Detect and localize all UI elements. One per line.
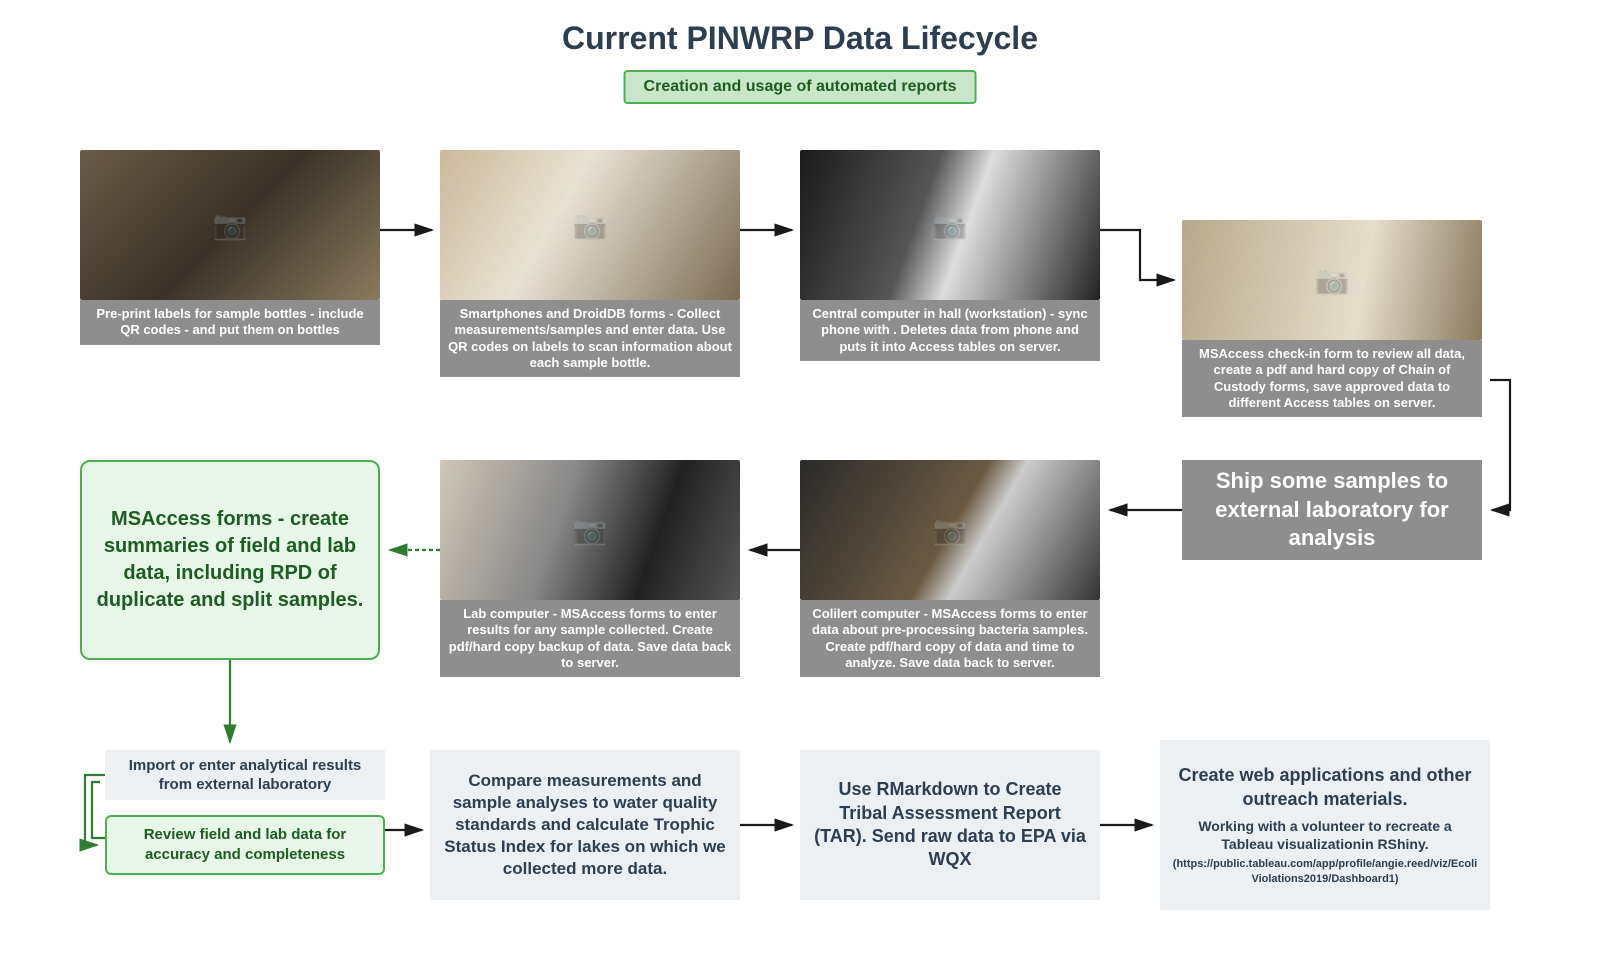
node-web-apps: Create web applications and other outrea… (1160, 740, 1490, 910)
node-msaccess-summaries: MSAccess forms - create summaries of fie… (80, 460, 380, 660)
node-rmarkdown-tar: Use RMarkdown to Create Tribal Assessmen… (800, 750, 1100, 900)
caption-workstation: Central computer in hall (workstation) -… (800, 300, 1100, 361)
caption-checkin: MSAccess check-in form to review all dat… (1182, 340, 1482, 417)
node-colilert: Colilert computer - MSAccess forms to en… (800, 460, 1100, 677)
caption-preprint: Pre-print labels for sample bottles - in… (80, 300, 380, 345)
node-preprint-labels: Pre-print labels for sample bottles - in… (80, 150, 380, 345)
caption-smartphones: Smartphones and DroidDB forms - Collect … (440, 300, 740, 377)
node-import-results: Import or enter analytical results from … (105, 750, 385, 800)
node-smartphones: Smartphones and DroidDB forms - Collect … (440, 150, 740, 377)
photo-workstation (800, 150, 1100, 300)
arrow-a9b (92, 782, 105, 838)
photo-checkin (1182, 220, 1482, 340)
web-sub-text: Working with a volunteer to recreate a T… (1172, 817, 1478, 853)
node-lab-computer: Lab computer - MSAccess forms to enter r… (440, 460, 740, 677)
diagram-subtitle: Creation and usage of automated reports (624, 70, 977, 104)
node-review-accuracy: Review field and lab data for accuracy a… (105, 815, 385, 875)
arrow-a4 (1490, 380, 1510, 510)
diagram-title: Current PINWRP Data Lifecycle (0, 20, 1600, 57)
arrow-a3 (1100, 230, 1174, 280)
caption-colilert: Colilert computer - MSAccess forms to en… (800, 600, 1100, 677)
photo-smartphones (440, 150, 740, 300)
web-main-text: Create web applications and other outrea… (1172, 764, 1478, 811)
node-ship-samples: Ship some samples to external laboratory… (1182, 460, 1482, 560)
node-compare-standards: Compare measurements and sample analyses… (430, 750, 740, 900)
photo-lab (440, 460, 740, 600)
web-url-text: (https://public.tableau.com/app/profile/… (1172, 857, 1478, 886)
photo-colilert (800, 460, 1100, 600)
node-workstation: Central computer in hall (workstation) -… (800, 150, 1100, 361)
arrow-a9 (85, 775, 105, 845)
caption-lab: Lab computer - MSAccess forms to enter r… (440, 600, 740, 677)
photo-preprint (80, 150, 380, 300)
node-checkin: MSAccess check-in form to review all dat… (1182, 220, 1482, 417)
